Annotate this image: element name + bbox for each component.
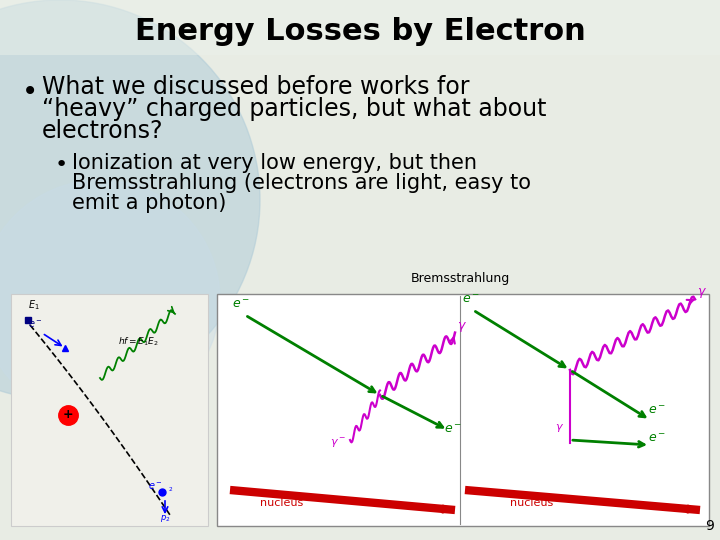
Text: What we discussed before works for: What we discussed before works for [42,75,469,99]
Circle shape [0,0,260,400]
Text: “heavy” charged particles, but what about: “heavy” charged particles, but what abou… [42,97,546,121]
Text: $p_2$: $p_2$ [160,513,171,524]
Text: emit a photon): emit a photon) [72,193,226,213]
Text: $e^-$: $e^-$ [444,423,462,436]
Text: +: + [63,408,73,422]
Text: $\gamma$: $\gamma$ [457,320,467,334]
Text: nucleus: nucleus [510,498,553,508]
Text: $e^-$: $e^-$ [648,432,666,445]
Text: •: • [22,78,38,106]
Text: Energy Losses by Electron: Energy Losses by Electron [135,17,585,46]
Text: Bremsstrahlung: Bremsstrahlung [410,272,510,285]
Text: $E_1$: $E_1$ [28,298,40,312]
Text: $\gamma$: $\gamma$ [555,422,564,434]
Circle shape [0,180,220,420]
Text: $e^-$: $e^-$ [648,404,666,417]
Text: Bremsstrahlung (electrons are light, easy to: Bremsstrahlung (electrons are light, eas… [72,173,531,193]
Text: $_{2}$: $_{2}$ [168,484,174,494]
Text: electrons?: electrons? [42,119,163,143]
FancyBboxPatch shape [217,294,709,526]
Text: $hf=E_1E_2$: $hf=E_1E_2$ [118,336,159,348]
Text: $e^-$: $e^-$ [232,298,251,311]
FancyBboxPatch shape [11,294,208,526]
Text: $\gamma^-$: $\gamma^-$ [330,437,346,450]
Text: nucleus: nucleus [260,498,303,508]
Text: Ionization at very low energy, but then: Ionization at very low energy, but then [72,153,477,173]
Text: $\gamma$: $\gamma$ [697,286,707,300]
Text: 9: 9 [705,519,714,533]
Text: $e^-$: $e^-$ [28,319,42,330]
Text: •: • [55,155,68,175]
Text: $e^-$: $e^-$ [148,481,163,492]
Bar [0,0,720,55]
Text: $e^-$: $e^-$ [462,293,480,306]
